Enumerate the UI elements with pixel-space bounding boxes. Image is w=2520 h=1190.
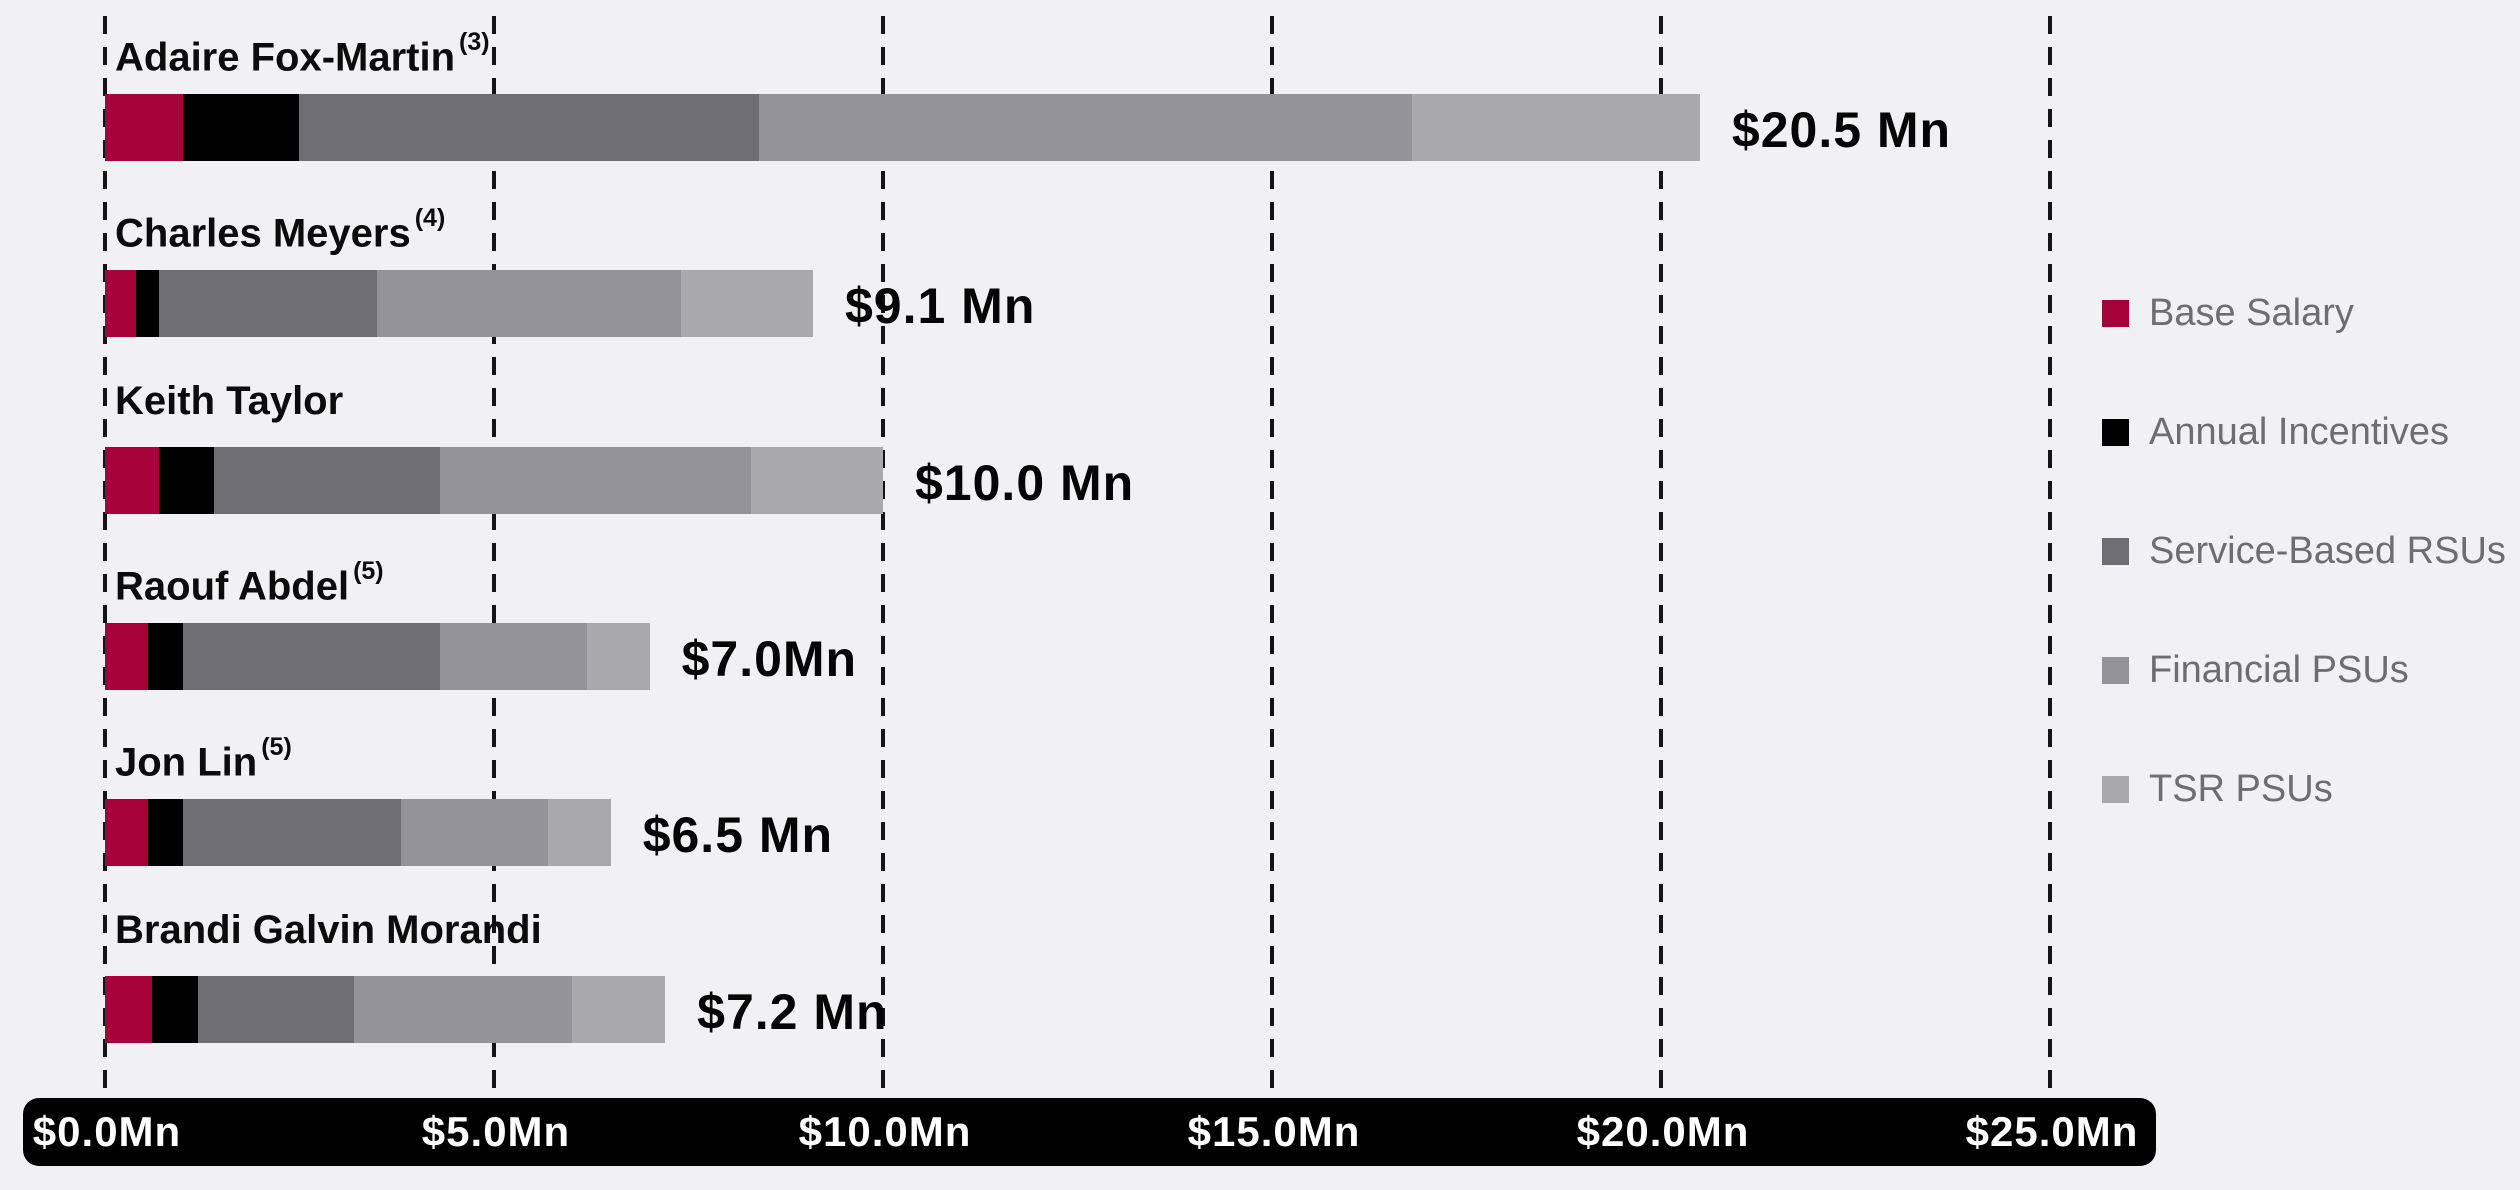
x-axis-tick-label: $15.0Mn	[1187, 1108, 1361, 1155]
legend-label: TSR PSUs	[2149, 767, 2333, 810]
legend-label: Service-Based RSUs	[2149, 529, 2506, 572]
bar-segment-financial-psus	[439, 447, 751, 514]
bar-segment-annual-incentives	[159, 447, 214, 514]
legend-swatch-financial-psus	[2102, 656, 2129, 684]
bar-segment-service-based-rsus	[213, 447, 440, 514]
stacked-bar	[105, 270, 813, 337]
gridline-15mn	[1270, 16, 1274, 1093]
x-axis-tick-label: $10.0Mn	[798, 1108, 972, 1155]
executive-name-text: Charles Meyers	[115, 211, 411, 256]
legend-label: Financial PSUs	[2149, 648, 2409, 691]
executive-name-text: Brandi Galvin Morandi	[115, 908, 542, 952]
total-value-label: $10.0 Mn	[915, 454, 1135, 511]
bar-segment-tsr-psus	[1412, 94, 1700, 161]
gridline-5mn	[492, 16, 496, 1093]
executive-name-label: Raouf Abdel (5)	[115, 553, 384, 610]
executive-name-text: Adaire Fox-Martin	[115, 35, 456, 80]
legend-swatch-annual-incentives	[2102, 418, 2129, 446]
bar-segment-base-salary	[105, 799, 148, 866]
gridline-20mn	[1659, 16, 1663, 1093]
bar-segment-service-based-rsus	[182, 623, 440, 690]
bar-segment-base-salary	[105, 270, 137, 337]
bar-segment-base-salary	[105, 976, 152, 1043]
gridline-0mn	[103, 16, 107, 1093]
footnote-marker: (5)	[353, 557, 384, 585]
x-axis-tick-label: $0.0Mn	[32, 1108, 182, 1155]
bar-segment-annual-incentives	[151, 976, 199, 1043]
executive-name-label: Charles Meyers (4)	[115, 200, 445, 257]
legend-label: Base Salary	[2149, 291, 2354, 334]
x-axis-tick-label: $20.0Mn	[1576, 1108, 1750, 1155]
bar-segment-base-salary	[105, 447, 160, 514]
stacked-bar	[105, 94, 1700, 161]
total-value-label: $20.5 Mn	[1731, 101, 1952, 158]
total-value-label: $9.1 Mn	[844, 277, 1036, 334]
executive-name-text: Raouf Abdel	[115, 564, 350, 609]
bar-segment-annual-incentives	[136, 270, 160, 337]
legend-item: Service-Based RSUs	[2102, 528, 2506, 574]
executive-name-text: Jon Lin	[115, 740, 258, 785]
stacked-bar	[105, 623, 650, 690]
bar-segment-tsr-psus	[571, 976, 666, 1043]
bar-segment-base-salary	[105, 623, 148, 690]
legend-item: Base Salary	[2102, 290, 2506, 336]
total-value-label: $6.5 Mn	[642, 806, 834, 863]
bar-segment-tsr-psus	[750, 447, 883, 514]
footnote-marker: (4)	[414, 204, 446, 232]
legend-swatch-tsr-psus	[2102, 775, 2129, 803]
x-axis-tick-label: $5.0Mn	[421, 1108, 571, 1155]
executive-name-label: Adaire Fox-Martin (3)	[115, 24, 490, 81]
bar-segment-financial-psus	[377, 270, 681, 337]
bar-segment-annual-incentives	[147, 623, 183, 690]
stacked-bar	[105, 799, 611, 866]
executive-name-text: Keith Taylor	[115, 379, 344, 423]
bar-segment-tsr-psus	[680, 270, 813, 337]
x-axis-tick-label: $25.0Mn	[1965, 1108, 2139, 1155]
total-value-label: $7.0Mn	[681, 630, 858, 687]
x-axis-bar	[23, 1098, 2156, 1166]
executive-name-label: Keith Taylor	[115, 377, 343, 425]
legend-item: Financial PSUs	[2102, 647, 2506, 693]
footnote-marker: (3)	[459, 28, 490, 56]
bar-segment-service-based-rsus	[198, 976, 354, 1043]
bar-segment-annual-incentives	[182, 94, 300, 161]
legend-item: TSR PSUs	[2102, 766, 2506, 812]
bar-segment-financial-psus	[400, 799, 549, 866]
gridline-10mn	[881, 16, 885, 1093]
footnote-marker: (5)	[261, 733, 292, 761]
legend-item: Annual Incentives	[2102, 409, 2506, 455]
bar-segment-tsr-psus	[587, 623, 650, 690]
bar-segment-service-based-rsus	[159, 270, 378, 337]
legend: Base Salary Annual Incentives Service-Base…	[2102, 290, 2506, 885]
bar-segment-financial-psus	[439, 623, 588, 690]
bar-segment-annual-incentives	[147, 799, 183, 866]
bar-segment-tsr-psus	[548, 799, 611, 866]
bar-segment-service-based-rsus	[299, 94, 759, 161]
bar-segment-service-based-rsus	[182, 799, 401, 866]
legend-swatch-service-based-rsus	[2102, 537, 2129, 565]
legend-swatch-base-salary	[2102, 299, 2129, 327]
bar-segment-financial-psus	[758, 94, 1413, 161]
stacked-bar	[105, 976, 666, 1043]
bar-segment-base-salary	[105, 94, 183, 161]
total-value-label: $7.2 Mn	[697, 983, 888, 1040]
legend-label: Annual Incentives	[2149, 410, 2449, 453]
executive-name-label: Brandi Galvin Morandi	[115, 906, 542, 954]
executive-name-label: Jon Lin (5)	[115, 729, 292, 786]
bar-segment-financial-psus	[353, 976, 572, 1043]
gridline-25mn	[2048, 16, 2052, 1093]
